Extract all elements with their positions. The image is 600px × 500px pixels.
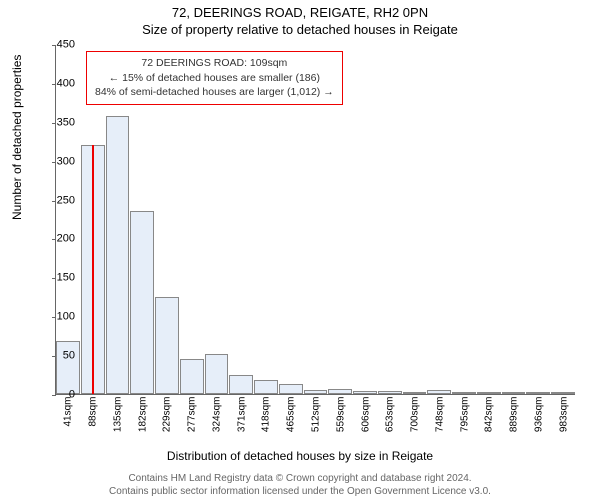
histogram-bar — [477, 392, 501, 394]
histogram-bar — [205, 354, 229, 394]
x-tick-label: 889sqm — [509, 397, 520, 447]
histogram-bar — [328, 389, 352, 394]
x-tick-label: 135sqm — [112, 397, 123, 447]
x-tick-label: 277sqm — [187, 397, 198, 447]
histogram-bar — [403, 392, 427, 394]
annotation-box: 72 DEERINGS ROAD: 109sqm← 15% of detache… — [86, 51, 343, 105]
footer-line-1: Contains HM Land Registry data © Crown c… — [0, 472, 600, 485]
y-tick-label: 250 — [45, 195, 75, 206]
x-tick-label: 182sqm — [137, 397, 148, 447]
histogram-bar — [452, 392, 476, 394]
plot-region: 41sqm88sqm135sqm182sqm229sqm277sqm324sqm… — [55, 45, 575, 395]
x-tick-label: 88sqm — [88, 397, 99, 447]
chart-area: 41sqm88sqm135sqm182sqm229sqm277sqm324sqm… — [55, 45, 575, 395]
annotation-line: 72 DEERINGS ROAD: 109sqm — [95, 56, 334, 71]
y-tick-label: 100 — [45, 312, 75, 323]
histogram-bar — [526, 392, 550, 394]
histogram-bar — [180, 359, 204, 394]
histogram-bar — [502, 392, 526, 394]
x-tick-label: 795sqm — [459, 397, 470, 447]
histogram-bar — [106, 116, 130, 394]
x-tick-label: 371sqm — [236, 397, 247, 447]
x-tick-label: 653sqm — [385, 397, 396, 447]
annotation-line: ← 15% of detached houses are smaller (18… — [95, 71, 334, 86]
x-tick-label: 936sqm — [533, 397, 544, 447]
x-tick-label: 606sqm — [360, 397, 371, 447]
x-tick-label: 418sqm — [261, 397, 272, 447]
y-tick-label: 0 — [45, 390, 75, 401]
x-tick-label: 983sqm — [558, 397, 569, 447]
property-marker-line — [92, 145, 94, 394]
x-axis-label: Distribution of detached houses by size … — [0, 449, 600, 463]
x-tick-label: 748sqm — [434, 397, 445, 447]
y-tick-label: 350 — [45, 117, 75, 128]
histogram-bar — [353, 391, 377, 394]
page-title: 72, DEERINGS ROAD, REIGATE, RH2 0PN — [0, 0, 600, 20]
x-tick-label: 700sqm — [410, 397, 421, 447]
y-tick-label: 400 — [45, 78, 75, 89]
histogram-bar — [279, 384, 303, 394]
histogram-bar — [304, 390, 328, 394]
page-subtitle: Size of property relative to detached ho… — [0, 20, 600, 37]
x-tick-label: 324sqm — [211, 397, 222, 447]
histogram-bar — [378, 391, 402, 394]
histogram-bar — [229, 375, 253, 394]
y-axis-label: Number of detached properties — [10, 55, 24, 220]
y-tick-label: 200 — [45, 234, 75, 245]
x-tick-label: 229sqm — [162, 397, 173, 447]
x-tick-label: 559sqm — [335, 397, 346, 447]
y-tick-label: 300 — [45, 156, 75, 167]
histogram-bar — [155, 297, 179, 394]
y-tick-label: 50 — [45, 351, 75, 362]
x-tick-label: 512sqm — [311, 397, 322, 447]
x-tick-label: 842sqm — [484, 397, 495, 447]
histogram-bar — [427, 390, 451, 394]
y-tick-label: 150 — [45, 273, 75, 284]
histogram-bar — [551, 392, 575, 394]
footer: Contains HM Land Registry data © Crown c… — [0, 472, 600, 498]
annotation-line: 84% of semi-detached houses are larger (… — [95, 85, 334, 100]
footer-line-2: Contains public sector information licen… — [0, 485, 600, 498]
histogram-bar — [254, 380, 278, 394]
histogram-bar — [130, 211, 154, 394]
y-tick-label: 450 — [45, 40, 75, 51]
x-tick-label: 465sqm — [286, 397, 297, 447]
x-tick-label: 41sqm — [63, 397, 74, 447]
